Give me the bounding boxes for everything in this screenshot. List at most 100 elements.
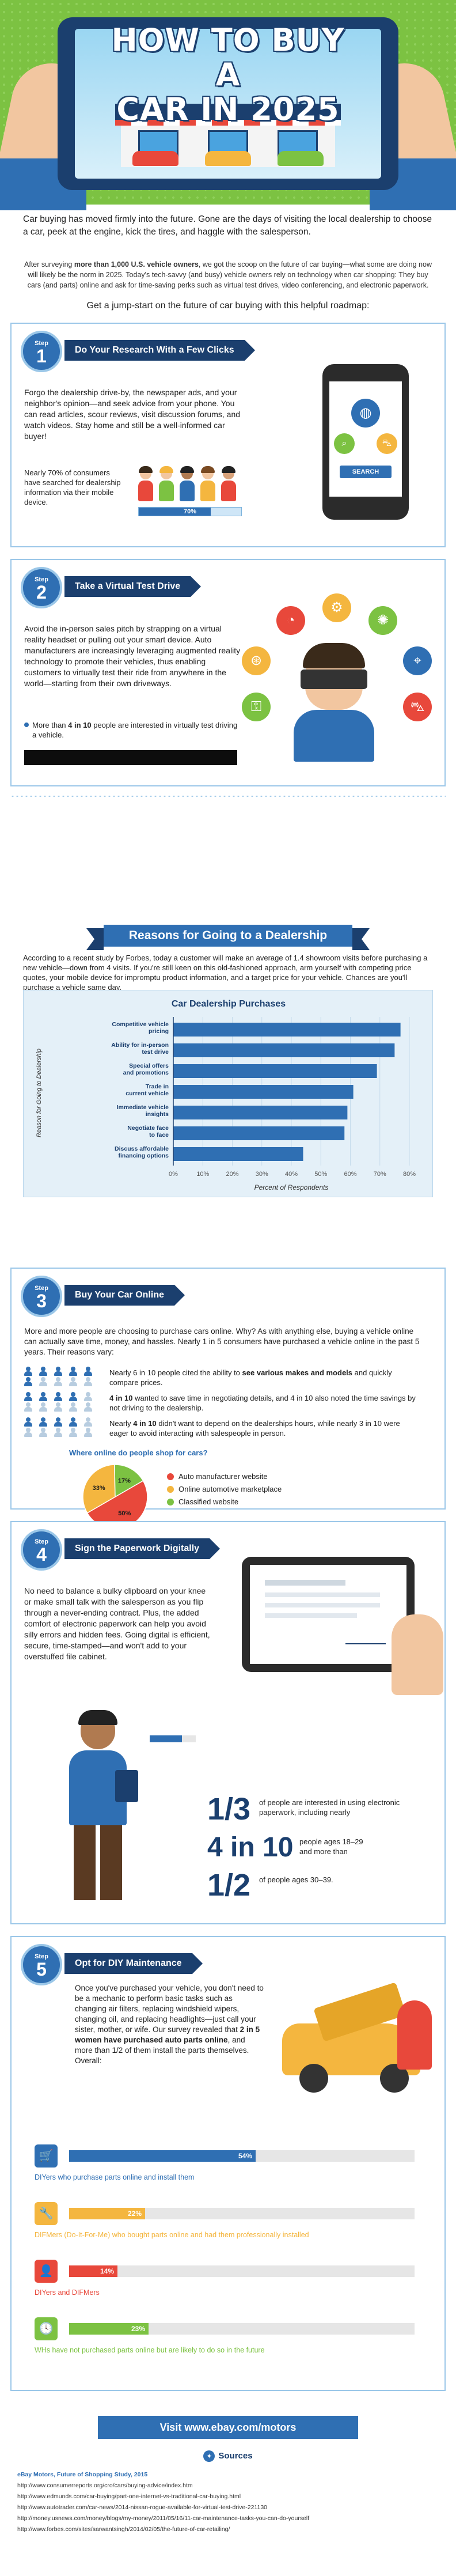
diy-bar-track: 22% (69, 2208, 415, 2219)
person-icon (54, 1377, 62, 1386)
diy-bar-track: 54% (69, 2150, 415, 2162)
visit-ebay-motors-link[interactable]: Visit www.ebay.com/motors (98, 2416, 358, 2439)
reason-text: Nearly 6 in 10 people cited the ability … (109, 1368, 392, 1387)
person-icon (54, 1417, 62, 1427)
lightbulb-icon: ✺ (368, 606, 397, 635)
person-icon (54, 1428, 62, 1437)
hand-stylus-illustration (392, 1614, 443, 1695)
person-icon (84, 1402, 92, 1412)
category-label: Immediate vehicle insights (117, 1104, 169, 1118)
bar (173, 1126, 345, 1140)
person-icon (69, 1377, 77, 1386)
category-label: Trade in current vehicle (126, 1083, 169, 1097)
diy-bar-caption: DIYers and DIFMers (35, 2288, 100, 2297)
clock-icon: 🕓 (35, 2317, 58, 2340)
person-icon (159, 466, 174, 502)
step-4-section: Step 4 Sign the Paperwork Digitally No n… (10, 1521, 446, 1924)
search-button[interactable]: SEARCH (340, 466, 392, 478)
person-icon (24, 1377, 32, 1386)
stat-text-3: of people ages 30–39. (259, 1875, 333, 1884)
step-2-black-bar (24, 750, 237, 765)
diy-bar-caption: DIFMers (Do-It-For-Me) who bought parts … (35, 2231, 309, 2239)
source-link[interactable]: http://money.usnews.com/money/blogs/my-m… (17, 2515, 310, 2522)
dealership-body: According to a recent study by Forbes, t… (23, 954, 428, 992)
intro-roadmap: Get a jump-start on the future of car bu… (86, 301, 370, 311)
step-2-section: Step 2 Take a Virtual Test Drive Avoid t… (10, 559, 446, 786)
person-icon (39, 1392, 47, 1401)
diy-bar-fill: 23% (69, 2323, 149, 2335)
source-link[interactable]: http://www.edmunds.com/car-buying/part-o… (17, 2493, 241, 2500)
person-icon (54, 1392, 62, 1401)
person-icon (221, 466, 236, 502)
step-3-section: Step 3 Buy Your Car Online More and more… (10, 1268, 446, 1530)
category-label: Competitive vehicle pricing (112, 1021, 169, 1035)
step-4-heading: Sign the Paperwork Digitally (64, 1538, 221, 1559)
x-tick-label: 70% (374, 1171, 386, 1178)
x-tick-label: 40% (285, 1171, 298, 1178)
diy-bar-fill: 14% (69, 2265, 117, 2277)
person-icon (39, 1428, 47, 1437)
location-pin-icon: ⌖ (403, 646, 432, 675)
step-1-section: Step 1 Do Your Research With a Few Click… (10, 323, 446, 547)
step-3-body: More and more people are choosing to pur… (24, 1327, 420, 1356)
x-axis-label: Percent of Respondents (254, 1183, 329, 1191)
legend-label: Classified website (178, 1497, 239, 1506)
person-icon (84, 1417, 92, 1427)
progress-bar (150, 1735, 196, 1742)
source-link[interactable]: http://www.forbes.com/sites/sarwantsingh… (17, 2526, 230, 2533)
cart-icon: 🛒 (35, 2144, 58, 2168)
speedometer-icon: ◔ (276, 606, 305, 635)
legend-label: Online automotive marketplace (178, 1485, 282, 1493)
bar-chart-svg: Car Dealership Purchases 0% 10% 20% 30% 40% 50… (36, 999, 416, 1191)
green-car-icon (278, 151, 324, 166)
step-2-stat-text: More than 4 in 10 people are interested … (24, 720, 243, 740)
person-icon (24, 1428, 32, 1437)
y-axis-label: Reason for Going to Dealership (36, 1049, 43, 1137)
x-tick-label: 0% (169, 1171, 178, 1178)
pie-title: Where online do people shop for cars? (69, 1448, 208, 1457)
source-link[interactable]: http://www.consumerreports.org/cro/cars/… (17, 2482, 193, 2489)
car-hood-mechanic-illustration (282, 1982, 438, 2098)
category-label: Ability for in-person test drive (111, 1042, 169, 1056)
vr-headset-man-illustration (288, 643, 380, 762)
person-icon (69, 1402, 77, 1412)
person-icon (84, 1392, 92, 1401)
pie-slice (114, 1464, 144, 1498)
people-icon-row (24, 1417, 105, 1438)
pie-slice-label: 50% (118, 1510, 131, 1517)
dealership-ribbon: Reasons for Going to a Dealership (86, 925, 370, 950)
signature-line (345, 1632, 386, 1644)
dealership-illustration (115, 104, 341, 167)
category-label: Discuss affordable financing options (115, 1145, 169, 1159)
divider-dots (10, 795, 446, 797)
step-4-badge: Step 4 (21, 1529, 62, 1571)
person-icon (180, 466, 195, 502)
legend-label: Auto manufacturer website (178, 1472, 268, 1481)
diy-bar-fill: 22% (69, 2208, 145, 2219)
x-tick-label: 50% (314, 1171, 327, 1178)
people-icon-row (24, 1392, 105, 1413)
wrench-icon: 🔧 (35, 2202, 58, 2225)
person-icon (39, 1367, 47, 1376)
bar (173, 1064, 377, 1078)
magnifier-icon: ⌕ (334, 433, 355, 454)
stat-big-2: 4 in 10 (207, 1832, 294, 1863)
category-label: Negotiate face to face (127, 1125, 169, 1138)
bar (173, 1023, 401, 1037)
step-1-stat-bar: 70% (138, 507, 242, 516)
stat-big-3: 1/2 (207, 1868, 251, 1902)
sources-heading: ✦ Sources (115, 2450, 341, 2462)
step-5-section: Step 5 Opt for DIY Maintenance Once you'… (10, 1936, 446, 2391)
key-icon: ⚿ (242, 693, 271, 721)
step-2-body: Avoid the in-person sales pitch by strap… (24, 624, 241, 688)
intro-lead: Car buying has moved firmly into the fut… (23, 214, 432, 237)
step-1-badge: Step 1 (21, 331, 62, 372)
bar (173, 1147, 303, 1161)
person-icon (24, 1417, 32, 1427)
stat-text-1: of people are interested in using electr… (259, 1798, 400, 1817)
step-1-body: Forgo the dealership drive-by, the newsp… (24, 388, 241, 441)
car-icon: ⛍ (377, 433, 397, 454)
source-link[interactable]: http://www.autotrader.com/car-news/2014-… (17, 2504, 268, 2511)
bar (173, 1106, 348, 1119)
